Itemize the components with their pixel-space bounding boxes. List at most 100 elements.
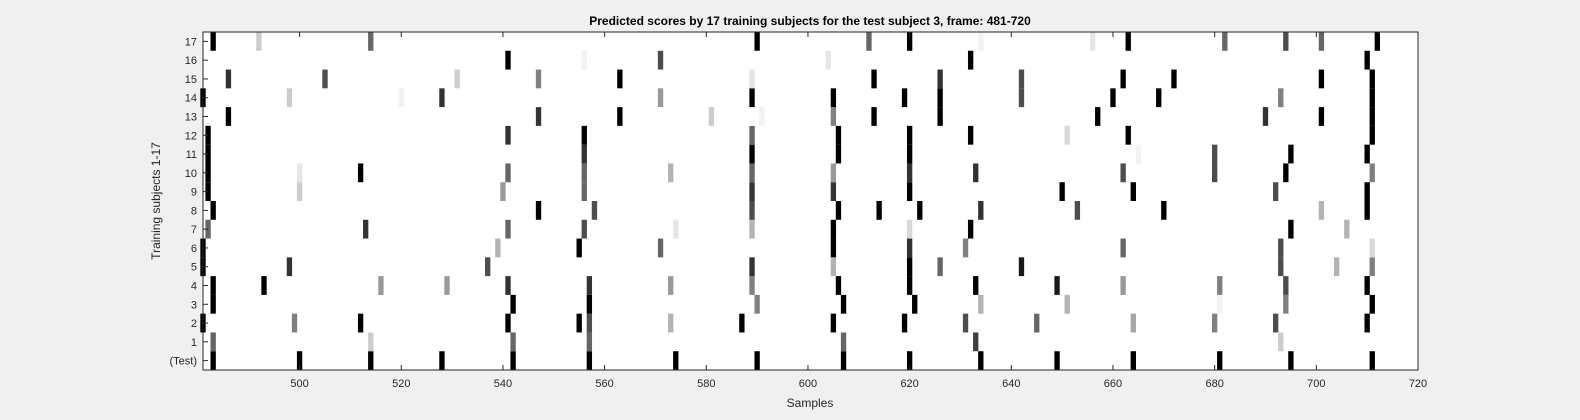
heatmap-cell bbox=[1217, 294, 1223, 314]
x-tick-label: 680 bbox=[1205, 378, 1223, 390]
heatmap-cell bbox=[1120, 238, 1126, 258]
heatmap-cell bbox=[439, 351, 445, 370]
heatmap-cell bbox=[1288, 351, 1294, 370]
heatmap-cell bbox=[1369, 238, 1375, 258]
x-tick-label: 720 bbox=[1409, 378, 1427, 390]
heatmap-cell bbox=[505, 125, 511, 145]
heatmap-cell bbox=[937, 88, 943, 108]
heatmap-cell bbox=[1364, 144, 1370, 164]
heatmap-cell bbox=[1222, 32, 1228, 51]
heatmap-cell bbox=[1064, 294, 1070, 314]
heatmap-cell bbox=[1283, 163, 1289, 183]
heatmap-cell bbox=[576, 238, 582, 258]
heatmap-cell bbox=[586, 313, 593, 333]
heatmap-cell bbox=[505, 163, 511, 183]
heatmap-cell bbox=[535, 107, 542, 126]
heatmap-cell bbox=[1120, 69, 1126, 89]
heatmap-cell bbox=[830, 163, 837, 183]
x-tick-label: 500 bbox=[290, 378, 308, 390]
heatmap-cell bbox=[510, 294, 516, 314]
heatmap-cell bbox=[286, 88, 293, 108]
heatmap-cell bbox=[535, 201, 542, 220]
heatmap-cell bbox=[906, 257, 913, 277]
heatmap-cell bbox=[1344, 219, 1350, 239]
heatmap-cell bbox=[1262, 107, 1269, 126]
heatmap-cell bbox=[830, 88, 837, 108]
heatmap-cell bbox=[1095, 107, 1101, 126]
heatmap-cell bbox=[825, 50, 831, 70]
plot-area bbox=[203, 32, 1418, 370]
heatmap-cell bbox=[1120, 276, 1126, 295]
heatmap-cell bbox=[591, 201, 598, 220]
heatmap-cell bbox=[1089, 32, 1096, 51]
heatmap-cell bbox=[1018, 69, 1025, 89]
heatmap-cell bbox=[505, 50, 511, 70]
heatmap-cell bbox=[901, 313, 908, 333]
heatmap-cell bbox=[581, 50, 587, 70]
heatmap-cell bbox=[906, 351, 913, 370]
heatmap-cell bbox=[1125, 32, 1131, 51]
y-tick-label: 17 bbox=[185, 36, 197, 48]
heatmap-cell bbox=[840, 351, 847, 370]
heatmap-cell bbox=[835, 125, 842, 145]
y-tick-label: 2 bbox=[191, 318, 197, 330]
heatmap-cell bbox=[754, 32, 760, 51]
heatmap-cell bbox=[973, 163, 979, 183]
x-tick-label: 520 bbox=[392, 378, 410, 390]
heatmap-cell bbox=[840, 332, 847, 352]
heatmap-cell bbox=[261, 276, 267, 295]
heatmap-cell bbox=[1171, 69, 1177, 89]
heatmap-cell bbox=[1272, 182, 1279, 201]
heatmap-cell bbox=[1333, 257, 1340, 277]
heatmap-cell bbox=[1278, 332, 1284, 352]
heatmap-cell bbox=[1318, 32, 1325, 51]
heatmap-cell bbox=[210, 32, 216, 51]
heatmap-cell bbox=[363, 219, 369, 239]
heatmap-cell bbox=[749, 257, 755, 277]
heatmap-cell bbox=[840, 294, 847, 314]
x-tick-label: 540 bbox=[494, 378, 512, 390]
heatmap-cell bbox=[454, 69, 460, 89]
heatmap-cell bbox=[657, 238, 664, 258]
heatmap-cell bbox=[673, 351, 679, 370]
heatmap-cell bbox=[830, 107, 837, 126]
y-tick-label: 10 bbox=[185, 168, 197, 180]
heatmap-cell bbox=[917, 201, 923, 220]
heatmap-cell bbox=[1054, 351, 1060, 370]
heatmap-cell bbox=[876, 201, 882, 220]
heatmap-cell bbox=[1217, 276, 1223, 295]
heatmap-cell bbox=[835, 144, 842, 164]
heatmap-cell bbox=[749, 182, 755, 201]
heatmap-cell bbox=[1059, 182, 1065, 201]
heatmap-cell bbox=[962, 238, 969, 258]
heatmap-cell bbox=[1374, 32, 1380, 51]
heatmap-cell bbox=[657, 88, 664, 108]
heatmap-cell bbox=[576, 313, 582, 333]
heatmap-cell bbox=[210, 294, 216, 314]
heatmap-cell bbox=[906, 163, 913, 183]
heatmap-cell bbox=[906, 32, 913, 51]
heatmap-cell bbox=[210, 332, 216, 352]
heatmap-cell bbox=[1110, 88, 1116, 108]
heatmap-cell bbox=[901, 88, 908, 108]
heatmap-cell bbox=[962, 313, 969, 333]
heatmap-cell bbox=[368, 332, 374, 352]
heatmap-cell bbox=[1288, 219, 1294, 239]
y-tick-label: 1 bbox=[191, 337, 197, 349]
heatmap-cell bbox=[1318, 201, 1325, 220]
heatmap-cell bbox=[291, 313, 298, 333]
heatmap-cell bbox=[357, 313, 364, 333]
heatmap-cell bbox=[749, 163, 755, 183]
heatmap-cell bbox=[1130, 351, 1136, 370]
heatmap-cell bbox=[535, 69, 542, 89]
heatmap-cell bbox=[759, 107, 765, 126]
heatmap-cell bbox=[978, 201, 984, 220]
heatmap-cell bbox=[368, 351, 374, 370]
heatmap-cell bbox=[657, 50, 664, 70]
heatmap-cell bbox=[296, 182, 303, 201]
heatmap-cell bbox=[1369, 107, 1375, 126]
heatmap-cell bbox=[906, 125, 913, 145]
heatmap-cell bbox=[296, 351, 303, 370]
heatmap-cell bbox=[1211, 313, 1218, 333]
